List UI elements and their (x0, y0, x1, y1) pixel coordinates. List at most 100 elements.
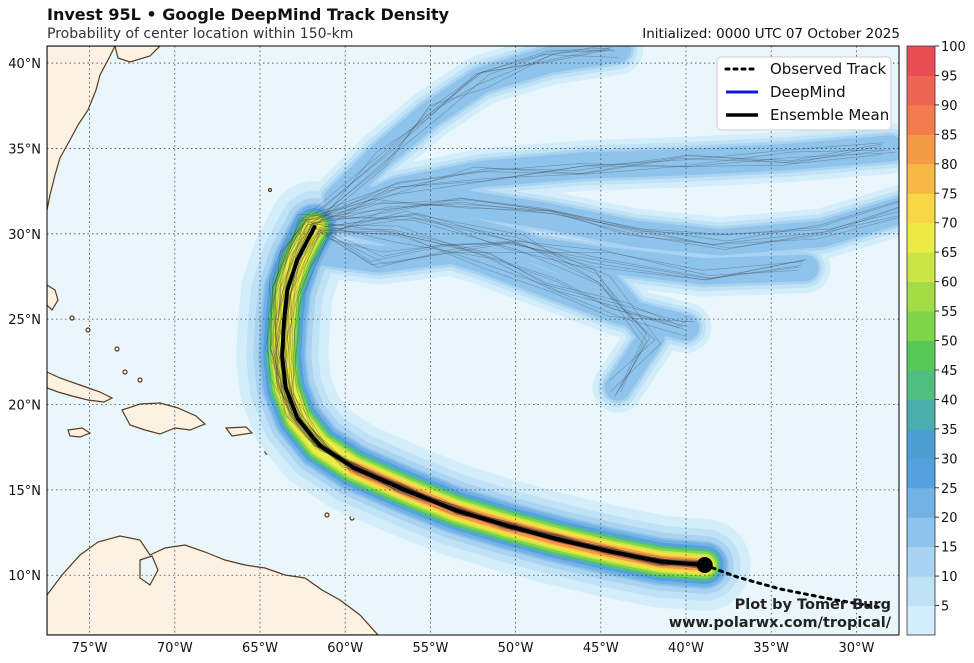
colorbar-label: 60 (941, 276, 958, 291)
colorbar-segment (907, 369, 935, 400)
legend: Observed Track DeepMind Ensemble Mean (716, 56, 892, 131)
colorbar-label: 90 (941, 99, 958, 114)
member-track (276, 224, 709, 567)
colorbar-segment (907, 252, 935, 283)
latitude-tick-label: 35°N (8, 142, 41, 157)
cuba (47, 371, 114, 403)
north-america-coast (47, 46, 116, 211)
colorbar-label: 65 (941, 246, 958, 261)
colorbar-segment (907, 458, 935, 489)
density-branch (297, 234, 819, 285)
colorbar-label: 95 (941, 69, 958, 84)
gridlines (47, 46, 899, 635)
lake-maracaibo (139, 555, 159, 586)
island (267, 187, 273, 193)
island (137, 377, 143, 383)
observed-track (703, 563, 884, 610)
colorbar-segment (907, 517, 935, 548)
colorbar-label: 15 (941, 541, 958, 556)
colorbar-label: 5 (941, 600, 949, 615)
colorbar-segment (907, 134, 935, 165)
member-track (279, 49, 706, 569)
colorbar-segment (907, 576, 935, 607)
latitude-ticks: 10°N 15°N 20°N 25°N 30°N 35°N 40°N (8, 57, 41, 584)
longitude-tick-label: 75°W (72, 641, 108, 656)
colorbar-label: 10 (941, 570, 958, 585)
hispaniola (121, 402, 207, 435)
latitude-tick-label: 30°N (8, 228, 41, 243)
longitude-tick-label: 70°W (157, 641, 193, 656)
colorbar-label: 20 (941, 511, 958, 526)
density-branch (323, 46, 631, 213)
colorbar-segment (907, 281, 935, 312)
colorbar-segment (907, 46, 935, 76)
current-position-marker (696, 557, 713, 574)
colorbar-segment (907, 399, 935, 430)
colorbar-segment (907, 487, 935, 518)
ensemble-mean-track (280, 225, 707, 567)
island (122, 369, 128, 375)
colorbar-segment (907, 605, 935, 636)
longitude-ticks: 75°W 70°W 65°W 60°W 55°W 50°W 45°W 40°W 35°W 30°W (72, 641, 875, 656)
island (324, 512, 330, 518)
member-track (286, 231, 709, 568)
member-track (281, 230, 703, 565)
plot-frame (46, 45, 900, 636)
colorbar-label: 80 (941, 158, 958, 173)
colorbar-label: 35 (941, 423, 958, 438)
longitude-tick-label: 55°W (412, 641, 448, 656)
colorbar-segment (907, 428, 935, 459)
longitude-tick-label: 30°W (838, 641, 874, 656)
island (114, 346, 120, 352)
colorbar-label: 85 (941, 128, 958, 143)
colorbar-label: 100 (941, 40, 966, 55)
puerto-rico (224, 426, 254, 437)
colorbar-label: 25 (941, 482, 958, 497)
member-track (270, 152, 896, 568)
longitude-tick-label: 35°W (753, 641, 789, 656)
colorbar-label: 50 (941, 335, 958, 350)
latitude-tick-label: 15°N (8, 484, 41, 499)
nova-scotia (114, 46, 161, 63)
initialization-time: Initialized: 0000 UTC 07 October 2025 (642, 26, 900, 42)
colorbar-label: 75 (941, 187, 958, 202)
longitude-tick-label: 40°W (668, 641, 704, 656)
member-track (273, 46, 704, 562)
colorbar-segment (907, 311, 935, 341)
legend-box (716, 56, 892, 131)
colorbar-segment (907, 75, 935, 106)
latitude-tick-label: 25°N (8, 313, 41, 328)
map-subtitle: Probability of center location within 15… (47, 26, 354, 42)
colorbar-label: 70 (941, 217, 958, 232)
latitude-tick-label: 40°N (8, 57, 41, 72)
colorbar-label: 45 (941, 364, 958, 379)
legend-label-deepmind: DeepMind (770, 83, 846, 101)
colorbar-segment (907, 340, 935, 371)
jamaica (67, 427, 92, 438)
colorbar-label: 55 (941, 305, 958, 320)
credit-author: Plot by Tomer Burg (735, 597, 891, 613)
colorbar-label: 30 (941, 452, 958, 467)
latitude-tick-label: 20°N (8, 399, 41, 414)
map-title: Invest 95L • Google DeepMind Track Densi… (47, 5, 450, 24)
colorbar-segment (907, 163, 935, 194)
density-branch (306, 135, 899, 239)
colorbar-segment (907, 104, 935, 135)
colorbar-label: 40 (941, 393, 958, 408)
legend-label-mean: Ensemble Mean (770, 106, 889, 124)
colorbar-segment (907, 193, 935, 224)
florida (47, 284, 59, 311)
colorbar-segment (907, 546, 935, 577)
longitude-tick-label: 50°W (498, 641, 534, 656)
colorbar-segment (907, 222, 935, 253)
colorbar: 5 10 15 20 25 30 35 40 45 50 55 60 65 70 75 80 85 90 95 100 (906, 40, 966, 636)
land-masses (47, 46, 379, 635)
member-track (288, 142, 884, 564)
legend-label-observed: Observed Track (770, 60, 886, 78)
longitude-tick-label: 65°W (242, 641, 278, 656)
longitude-tick-label: 45°W (583, 641, 619, 656)
longitude-tick-label: 60°W (327, 641, 363, 656)
south-america (47, 535, 379, 635)
member-track (270, 215, 700, 568)
